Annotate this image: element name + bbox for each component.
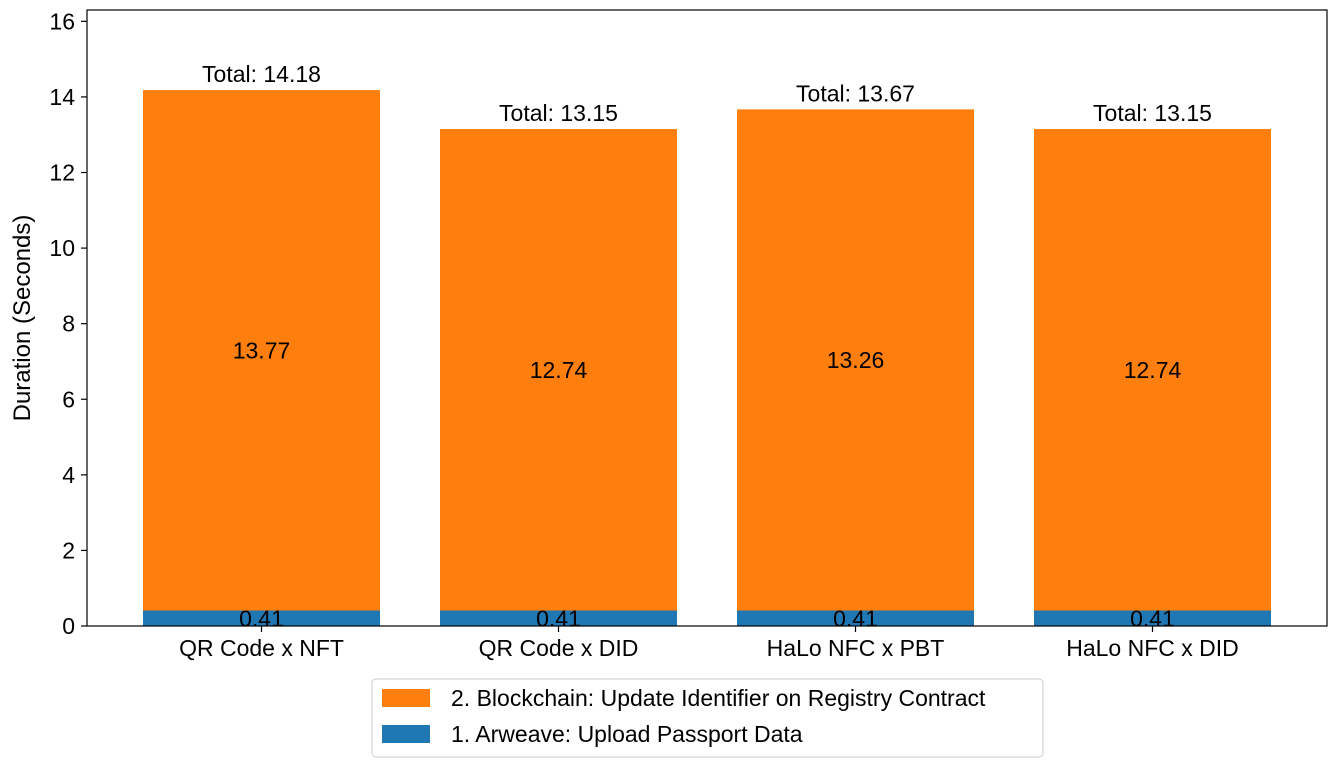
bars-group xyxy=(143,90,1271,626)
y-tick-label-4: 8 xyxy=(62,311,75,337)
bar-blockchain-0 xyxy=(143,90,380,611)
data-label-blockchain-0: 13.77 xyxy=(233,337,291,363)
legend: 2. Blockchain: Update Identifier on Regi… xyxy=(371,678,1044,758)
x-tick-label-3: HaLo NFC x DID xyxy=(1066,635,1239,661)
y-tick-label-0: 0 xyxy=(62,613,75,639)
total-label-2: Total: 13.67 xyxy=(796,80,915,106)
x-axis: QR Code x NFT QR Code x DID HaLo NFC x PBT… xyxy=(179,626,1239,661)
legend-box xyxy=(371,678,1044,758)
total-label-1: Total: 13.15 xyxy=(499,100,618,126)
bar-arweave-3 xyxy=(1034,610,1271,626)
data-label-blockchain-1: 12.74 xyxy=(530,357,588,383)
plot-frame xyxy=(86,9,1328,627)
y-tick-label-6: 12 xyxy=(49,160,75,186)
x-tick-label-0: QR Code x NFT xyxy=(179,635,344,661)
bar-arweave-0 xyxy=(143,610,380,626)
y-tick-label-7: 14 xyxy=(49,84,75,110)
data-label-blockchain-2: 13.26 xyxy=(827,347,885,373)
x-tick-label-2: HaLo NFC x PBT xyxy=(767,635,945,661)
y-tick-label-3: 6 xyxy=(62,386,75,412)
y-tick-label-5: 10 xyxy=(49,235,75,261)
total-label-3: Total: 13.15 xyxy=(1093,100,1212,126)
y-tick-label-8: 16 xyxy=(49,8,75,34)
y-tick-label-1: 2 xyxy=(62,537,75,563)
bar-blockchain-2 xyxy=(737,109,974,611)
bar-arweave-2 xyxy=(737,610,974,626)
legend-swatch-1 xyxy=(382,725,430,743)
bar-blockchain-1 xyxy=(440,129,677,611)
data-label-blockchain-3: 12.74 xyxy=(1124,357,1182,383)
x-tick-label-1: QR Code x DID xyxy=(479,635,639,661)
legend-label-0: 2. Blockchain: Update Identifier on Regi… xyxy=(451,685,986,711)
y-tick-label-2: 4 xyxy=(62,462,75,488)
total-label-0: Total: 14.18 xyxy=(202,61,321,87)
y-axis: 0 2 4 6 8 10 12 14 16 xyxy=(49,8,87,639)
legend-swatch-0 xyxy=(382,689,430,707)
bar-arweave-1 xyxy=(440,610,677,626)
bar-blockchain-3 xyxy=(1034,129,1271,611)
legend-label-1: 1. Arweave: Upload Passport Data xyxy=(451,721,803,747)
y-axis-title: Duration (Seconds) xyxy=(9,215,36,422)
